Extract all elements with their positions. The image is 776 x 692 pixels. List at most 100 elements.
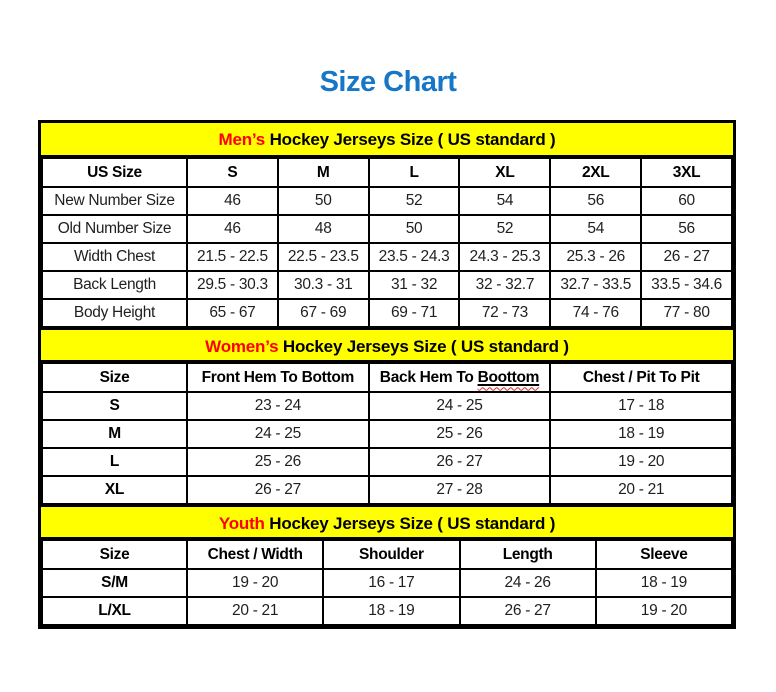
section-header-youth: Youth Hockey Jerseys Size ( US standard … [41, 505, 733, 539]
cell: 23 - 24 [186, 391, 370, 421]
row-label: S [41, 391, 188, 421]
cell: 77 - 80 [640, 298, 733, 328]
cell: 60 [640, 186, 733, 216]
cell: 54 [458, 186, 552, 216]
cell: 67 - 69 [276, 298, 370, 328]
section-header-womens: Women’s Hockey Jerseys Size ( US standar… [41, 328, 733, 362]
table-row: Body Height 65 - 67 67 - 69 69 - 71 72 -… [41, 298, 733, 328]
cell: 18 - 19 [322, 596, 461, 626]
misspelled-word: Boottom [477, 368, 540, 386]
cell: 32.7 - 33.5 [549, 270, 643, 300]
row-label: Old Number Size [41, 214, 188, 244]
cell: 23.5 - 24.3 [367, 242, 461, 272]
cell: 65 - 67 [186, 298, 279, 328]
size-chart-table: Men’s Hockey Jerseys Size ( US standard … [38, 120, 736, 629]
cell: 50 [276, 186, 370, 216]
column-header: Shoulder [322, 539, 461, 570]
section-name-mens: Men’s [218, 130, 266, 149]
cell: 69 - 71 [367, 298, 461, 328]
cell: 30.3 - 31 [276, 270, 370, 300]
cell: 19 - 20 [185, 568, 325, 598]
cell: 24 - 26 [458, 568, 597, 598]
cell: 17 - 18 [549, 391, 733, 421]
column-header: US Size [41, 157, 188, 188]
table-row: L 25 - 26 26 - 27 19 - 20 [41, 447, 733, 477]
mens-size-table: US Size S M L XL 2XL 3XL New Number Size… [41, 157, 733, 328]
section-name-youth: Youth [218, 514, 265, 533]
cell: 21.5 - 22.5 [186, 242, 279, 272]
cell: 33.5 - 34.6 [640, 270, 733, 300]
cell: 29.5 - 30.3 [186, 270, 279, 300]
cell: 26 - 27 [458, 596, 597, 626]
cell: 54 [549, 214, 643, 244]
table-row: New Number Size 46 50 52 54 56 60 [41, 186, 733, 216]
row-label: L/XL [41, 596, 188, 626]
cell: 19 - 20 [594, 596, 734, 626]
column-header: Length [458, 539, 597, 570]
section-name-womens: Women’s [205, 337, 279, 356]
row-label: New Number Size [41, 186, 188, 216]
cell: 26 - 27 [186, 475, 370, 505]
row-label: M [41, 419, 188, 449]
cell: 32 - 32.7 [458, 270, 552, 300]
section-header-mens: Men’s Hockey Jerseys Size ( US standard … [41, 123, 733, 157]
cell: 18 - 19 [549, 419, 733, 449]
section-title-rest-womens: Hockey Jerseys Size ( US standard ) [278, 337, 569, 356]
cell: 27 - 28 [367, 475, 552, 505]
youth-size-table: Size Chest / Width Shoulder Length Sleev… [41, 539, 734, 626]
cell: 24 - 25 [367, 391, 552, 421]
cell: 31 - 32 [367, 270, 461, 300]
cell: 26 - 27 [367, 447, 552, 477]
cell: 74 - 76 [549, 298, 643, 328]
cell: 18 - 19 [594, 568, 734, 598]
table-row: S/M 19 - 20 16 - 17 24 - 26 18 - 19 [41, 568, 734, 598]
cell: 50 [367, 214, 461, 244]
cell: 56 [549, 186, 643, 216]
column-header: Front Hem To Bottom [186, 362, 370, 393]
cell: 72 - 73 [458, 298, 552, 328]
table-row: Old Number Size 46 48 50 52 54 56 [41, 214, 733, 244]
cell: 25 - 26 [186, 447, 370, 477]
cell: 20 - 21 [185, 596, 325, 626]
column-header: S [186, 157, 279, 188]
cell: 52 [458, 214, 552, 244]
table-row: L/XL 20 - 21 18 - 19 26 - 27 19 - 20 [41, 596, 734, 626]
column-header: 2XL [549, 157, 643, 188]
section-title-rest-youth: Hockey Jerseys Size ( US standard ) [264, 514, 556, 533]
column-header: Chest / Width [185, 539, 325, 570]
column-header: Sleeve [594, 539, 734, 570]
cell: 46 [186, 186, 279, 216]
cell: 52 [367, 186, 461, 216]
table-row: Width Chest 21.5 - 22.5 22.5 - 23.5 23.5… [41, 242, 733, 272]
table-row: S 23 - 24 24 - 25 17 - 18 [41, 391, 733, 421]
column-header: Size [41, 539, 188, 570]
cell: 22.5 - 23.5 [276, 242, 370, 272]
column-header: Back Hem To Boottom [367, 362, 552, 393]
cell: 24.3 - 25.3 [458, 242, 552, 272]
cell: 24 - 25 [186, 419, 370, 449]
cell: 20 - 21 [549, 475, 733, 505]
row-label: Back Length [41, 270, 188, 300]
table-header-row: Size Chest / Width Shoulder Length Sleev… [41, 539, 734, 570]
cell: 46 [186, 214, 279, 244]
cell: 25 - 26 [367, 419, 552, 449]
table-header-row: US Size S M L XL 2XL 3XL [41, 157, 733, 188]
column-header: XL [458, 157, 552, 188]
section-title-rest-mens: Hockey Jerseys Size ( US standard ) [265, 130, 556, 149]
column-header-text: Back Hem To [379, 368, 478, 386]
row-label: S/M [41, 568, 188, 598]
column-header: Chest / Pit To Pit [549, 362, 733, 393]
column-header: Size [41, 362, 188, 393]
cell: 48 [276, 214, 370, 244]
row-label: L [41, 447, 188, 477]
table-header-row: Size Front Hem To Bottom Back Hem To Boo… [41, 362, 733, 393]
row-label: Body Height [41, 298, 188, 328]
cell: 16 - 17 [322, 568, 461, 598]
page-title: Size Chart [319, 66, 457, 98]
column-header: M [276, 157, 370, 188]
column-header: 3XL [640, 157, 733, 188]
row-label: XL [41, 475, 188, 505]
table-row: XL 26 - 27 27 - 28 20 - 21 [41, 475, 733, 505]
cell: 26 - 27 [640, 242, 733, 272]
column-header: L [367, 157, 461, 188]
